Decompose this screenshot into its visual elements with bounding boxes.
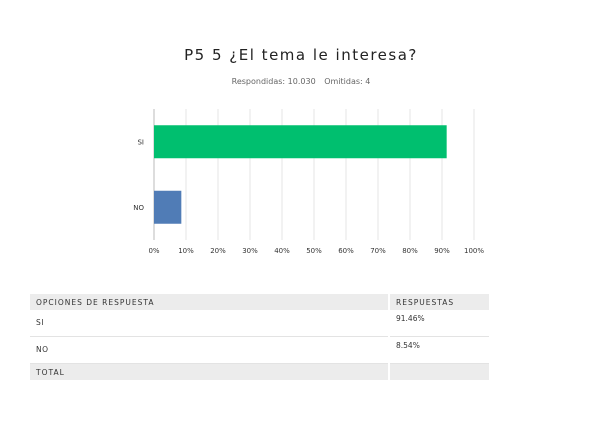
row-option-label: SI: [30, 310, 390, 337]
x-tick-label: 40%: [274, 247, 290, 255]
x-tick-label: 100%: [464, 247, 484, 255]
row-response-value: 91.46%: [389, 310, 491, 337]
table-row: SI 91.46%: [30, 310, 491, 337]
chart-x-ticks: 0% 10% 20% 30% 40% 50% 60% 70% 80% 90% 100%: [148, 247, 484, 255]
chart-title: P5 5 ¿El tema le interesa?: [184, 46, 418, 64]
x-tick-label: 10%: [178, 247, 194, 255]
answered-count: Respondidas: 10.030: [231, 77, 316, 86]
total-value: [389, 363, 491, 380]
x-tick-label: 30%: [242, 247, 258, 255]
x-tick-label: 60%: [338, 247, 354, 255]
results-table: OPCIONES DE RESPUESTA RESPUESTAS SI 91.4…: [30, 294, 491, 380]
category-label: NO: [133, 204, 144, 212]
x-tick-label: 80%: [402, 247, 418, 255]
response-summary: Respondidas: 10.030 Omitidas: 4: [0, 77, 602, 86]
chart-bars: [154, 125, 447, 224]
x-tick-label: 70%: [370, 247, 386, 255]
skipped-count: Omitidas: 4: [324, 77, 371, 86]
bar-no: [154, 190, 182, 224]
row-option-label: NO: [30, 336, 390, 364]
x-tick-label: 20%: [210, 247, 226, 255]
chart-y-categories: SI NO: [133, 138, 144, 212]
x-tick-label: 50%: [306, 247, 322, 255]
row-response-value: 8.54%: [389, 336, 491, 364]
header-responses: RESPUESTAS: [389, 294, 491, 310]
total-row: TOTAL: [30, 363, 491, 380]
bar-chart: 0% 10% 20% 30% 40% 50% 60% 70% 80% 90% 100% SI NO: [133, 109, 484, 255]
x-tick-label: 0%: [148, 247, 159, 255]
x-tick-label: 90%: [434, 247, 450, 255]
header-answer-options: OPCIONES DE RESPUESTA: [30, 294, 390, 310]
total-label: TOTAL: [30, 363, 390, 380]
bar-si: [154, 125, 447, 159]
results-header-row: OPCIONES DE RESPUESTA RESPUESTAS: [30, 294, 491, 310]
table-row: NO 8.54%: [30, 336, 491, 364]
category-label: SI: [137, 138, 144, 146]
